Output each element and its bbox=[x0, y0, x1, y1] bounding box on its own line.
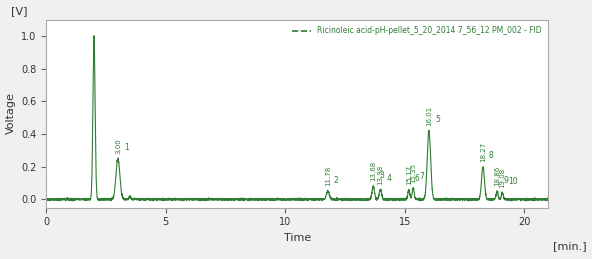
Text: 4: 4 bbox=[387, 174, 391, 183]
Text: 15.35: 15.35 bbox=[410, 163, 416, 183]
Text: 7: 7 bbox=[419, 172, 424, 181]
Text: 1: 1 bbox=[124, 143, 128, 152]
Text: 8: 8 bbox=[489, 151, 494, 160]
Text: 16.01: 16.01 bbox=[426, 106, 432, 126]
Text: [min.]: [min.] bbox=[554, 241, 587, 251]
Text: 13.68: 13.68 bbox=[370, 161, 377, 181]
Text: 13.98: 13.98 bbox=[378, 164, 384, 185]
Text: 3: 3 bbox=[379, 171, 384, 180]
Text: [V]: [V] bbox=[11, 6, 28, 16]
Text: 18.86: 18.86 bbox=[494, 166, 500, 186]
X-axis label: Time: Time bbox=[284, 233, 311, 243]
Text: 18.27: 18.27 bbox=[480, 142, 486, 162]
Text: 2: 2 bbox=[334, 176, 339, 185]
Text: 10: 10 bbox=[509, 177, 518, 186]
Text: 5: 5 bbox=[435, 115, 440, 124]
Text: 19.08: 19.08 bbox=[499, 168, 506, 188]
Text: 9: 9 bbox=[503, 176, 508, 185]
Text: 6: 6 bbox=[415, 174, 420, 183]
Text: 11.78: 11.78 bbox=[325, 166, 331, 186]
Legend: Ricinoleic acid-pH-pellet_5_20_2014 7_56_12 PM_002 - FID: Ricinoleic acid-pH-pellet_5_20_2014 7_56… bbox=[288, 23, 545, 39]
Y-axis label: Voltage: Voltage bbox=[5, 93, 15, 134]
Text: 15.17: 15.17 bbox=[406, 164, 412, 185]
Text: 3.00: 3.00 bbox=[115, 138, 121, 154]
